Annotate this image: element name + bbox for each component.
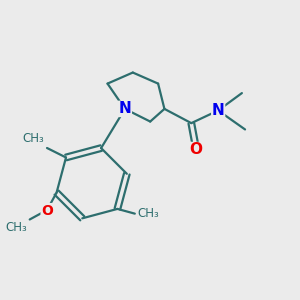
Text: N: N (118, 101, 131, 116)
Text: CH₃: CH₃ (23, 133, 44, 146)
Text: CH₃: CH₃ (137, 207, 159, 220)
Text: O: O (190, 142, 202, 158)
Text: O: O (41, 204, 53, 218)
Text: CH₃: CH₃ (5, 221, 27, 234)
Text: N: N (212, 103, 225, 118)
